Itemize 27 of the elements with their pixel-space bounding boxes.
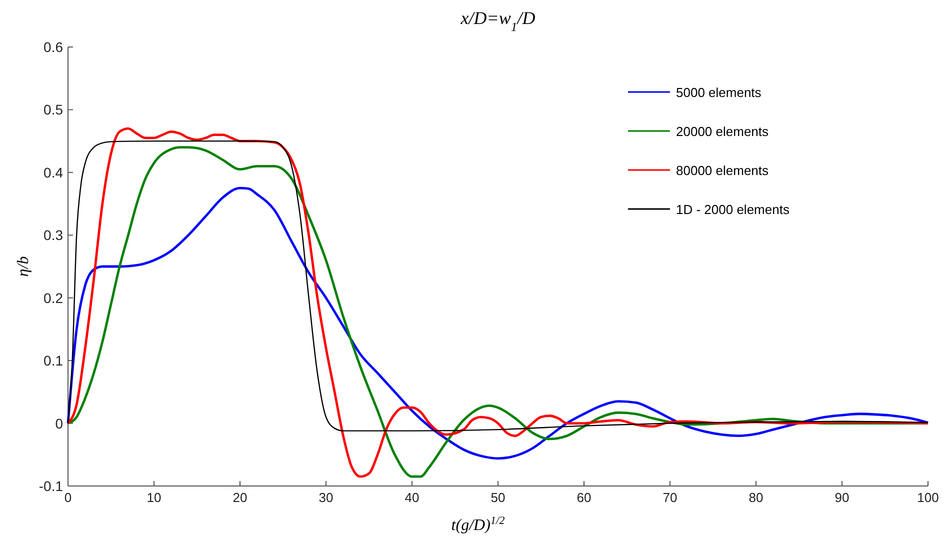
legend-label: 1D - 2000 elements [676, 202, 790, 217]
x-tick-label: 70 [662, 490, 678, 505]
y-tick-label: -0.1 [38, 478, 64, 494]
legend-label: 20000 elements [676, 124, 770, 139]
y-tick-label: 0.3 [44, 227, 64, 244]
chart-title: x/D=w$_{1}$/D [460, 8, 536, 34]
y-tick-label: 0.5 [44, 102, 64, 118]
line-series [67, 140, 929, 432]
x-tick-label: 100 [917, 490, 939, 505]
x-tick-label: 80 [748, 490, 764, 505]
x-tick-label: 10 [146, 490, 162, 505]
x-tick-label: 50 [490, 490, 506, 505]
legend-label: 80000 elements [676, 163, 770, 178]
x-tick-label: 90 [834, 490, 850, 505]
y-axis-title: η/b [15, 256, 32, 277]
x-tick-label: 20 [232, 490, 248, 505]
legend-label: 5000 elements [676, 85, 762, 100]
y-tick-label: 0.1 [44, 352, 64, 369]
x-tick-label: 60 [576, 490, 592, 505]
x-tick-label: 40 [404, 490, 420, 505]
line-series [66, 186, 930, 460]
y-tick-label: 0.4 [44, 164, 64, 180]
x-axis-title: t(g/D)$^{1/2}$ [451, 515, 506, 534]
y-tick-label: 0.6 [44, 39, 64, 55]
y-tick-label: 0 [55, 415, 64, 432]
y-tick-label: 0.2 [44, 290, 64, 306]
x-tick-label: 30 [318, 490, 334, 505]
